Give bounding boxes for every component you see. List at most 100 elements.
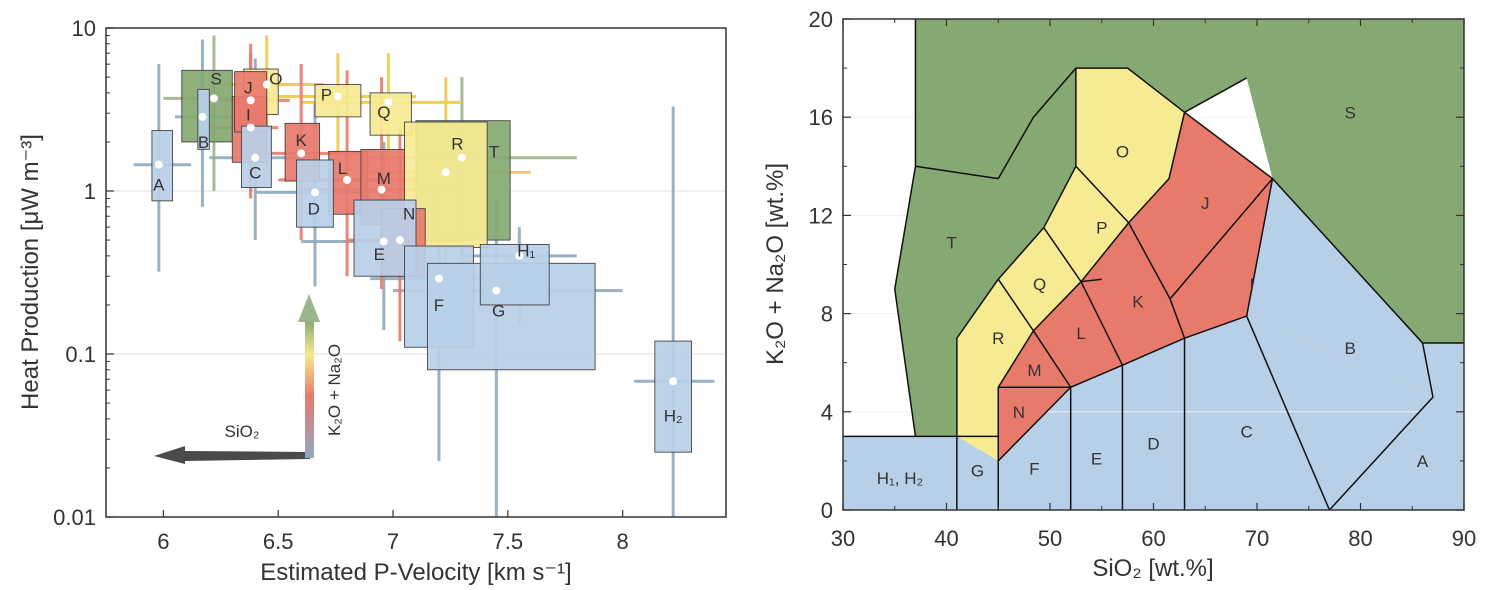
box-label: C xyxy=(249,163,261,182)
y-tick-label: 10 xyxy=(72,16,96,41)
data-point xyxy=(333,92,342,101)
left-boxes xyxy=(151,68,693,453)
alkali-arrow-label: K₂O + Na₂O xyxy=(325,344,344,436)
field-label: B xyxy=(1344,339,1355,358)
box-label: B xyxy=(198,133,209,152)
x-tick-label: 50 xyxy=(1038,526,1062,551)
data-point xyxy=(297,149,306,158)
field-R xyxy=(956,279,1034,461)
field-label: J xyxy=(1201,194,1210,213)
data-box xyxy=(479,243,550,306)
data-point xyxy=(379,237,388,246)
y-tick-label: 0 xyxy=(821,498,833,523)
x-tick-label: 90 xyxy=(1452,526,1476,551)
right-x-axis-label: SiO₂ [wt.%] xyxy=(1092,555,1213,582)
y-tick-label: 0.1 xyxy=(65,342,96,367)
box-label: T xyxy=(489,142,499,161)
box-label: A xyxy=(153,175,165,194)
data-point xyxy=(434,274,443,283)
data-point xyxy=(246,96,255,105)
box-label: R xyxy=(451,135,463,154)
x-tick-label: 40 xyxy=(934,526,958,551)
right-ticks: 30 40 50 60 70 80 90 0 4 8 12 16 20 xyxy=(809,7,1477,551)
field-boundary xyxy=(1032,177,1274,388)
field-label: P xyxy=(1096,219,1107,238)
field-T xyxy=(894,68,1076,437)
field-O xyxy=(1075,68,1185,223)
x-tick-label: 6 xyxy=(157,529,169,554)
field-label: C xyxy=(1241,422,1253,441)
left-box-labels: A B C D E F G H₁ H₂ IJ K L MN O P Q R S T xyxy=(153,69,682,425)
field-boundary xyxy=(1080,278,1102,283)
y-tick-label: 1 xyxy=(84,179,96,204)
field-boundary xyxy=(1075,112,1186,224)
left-points xyxy=(154,80,678,386)
field-label: H₁, H₂ xyxy=(877,469,923,488)
field-Q xyxy=(998,227,1082,331)
right-y-axis-label: K₂O + Na₂O [wt.%] xyxy=(762,163,789,365)
silica-arrow xyxy=(154,446,310,464)
alkali-arrow-head xyxy=(298,294,320,322)
field-boundary xyxy=(1328,342,1434,511)
silica-arrow-label: SiO₂ xyxy=(225,422,260,441)
box-label: M xyxy=(377,169,391,188)
y-tick-label: 16 xyxy=(809,105,833,130)
y-tick-label: 8 xyxy=(821,302,833,327)
box-label: G xyxy=(492,301,505,320)
field-label: I xyxy=(1249,275,1254,294)
data-point xyxy=(198,112,207,121)
x-tick-label: 70 xyxy=(1245,526,1269,551)
data-point xyxy=(209,94,218,103)
field-label: L xyxy=(1076,324,1085,343)
field-S xyxy=(915,19,1464,344)
box-label: L xyxy=(338,159,347,178)
data-point xyxy=(669,377,678,386)
right-fields xyxy=(894,19,1464,510)
field-boundary xyxy=(1184,111,1464,344)
data-point xyxy=(343,175,352,184)
field-boundary xyxy=(956,68,1077,510)
box-label: F xyxy=(434,296,444,315)
box-label: Q xyxy=(377,103,390,122)
field-P xyxy=(1043,166,1129,282)
data-point xyxy=(457,153,466,162)
x-tick-label: 8 xyxy=(617,529,629,554)
x-tick-label: 6.5 xyxy=(263,529,294,554)
field-boundary xyxy=(1245,315,1331,511)
data-point xyxy=(262,80,271,89)
field-K xyxy=(1081,222,1185,366)
data-point xyxy=(384,98,393,107)
field-B xyxy=(1246,178,1464,510)
box-label: H₂ xyxy=(664,406,683,425)
alkali-arrow xyxy=(305,320,314,458)
y-tick-label: 4 xyxy=(821,400,833,425)
box-label: E xyxy=(374,245,385,264)
box-label: J xyxy=(244,79,253,98)
data-point xyxy=(492,286,501,295)
right-field-labels: S T O P Q R J K I L M N B C D E F G H₁, H₂ A xyxy=(877,103,1429,488)
data-point xyxy=(395,236,404,245)
x-tick-label: 60 xyxy=(1141,526,1165,551)
data-point xyxy=(377,185,386,194)
left-ticks: 6 6.5 7 7.5 8 0.01 0.1 1 10 xyxy=(53,16,629,554)
left-x-axis-label: Estimated P-Velocity [km s⁻¹] xyxy=(260,559,571,586)
left-chart: A B C D E F G H₁ H₂ IJ K L MN O P Q R S T 6 6.5 7 7.5 8 0.01 0.1… xyxy=(17,16,727,586)
box-label: D xyxy=(308,200,320,219)
data-point xyxy=(154,160,163,169)
x-tick-label: 30 xyxy=(831,526,855,551)
field-label: A xyxy=(1417,452,1429,471)
box-label: K xyxy=(296,131,308,150)
field-boundary xyxy=(1169,298,1186,339)
data-point xyxy=(246,123,255,132)
box-label: S xyxy=(211,69,222,88)
box-label: O xyxy=(269,69,282,88)
field-label: Q xyxy=(1033,275,1046,294)
field-M xyxy=(998,330,1071,388)
field-label: R xyxy=(992,329,1004,348)
field-label: F xyxy=(1029,459,1039,478)
field-label: E xyxy=(1091,449,1102,468)
field-label: N xyxy=(1013,403,1025,422)
data-box xyxy=(314,84,362,118)
